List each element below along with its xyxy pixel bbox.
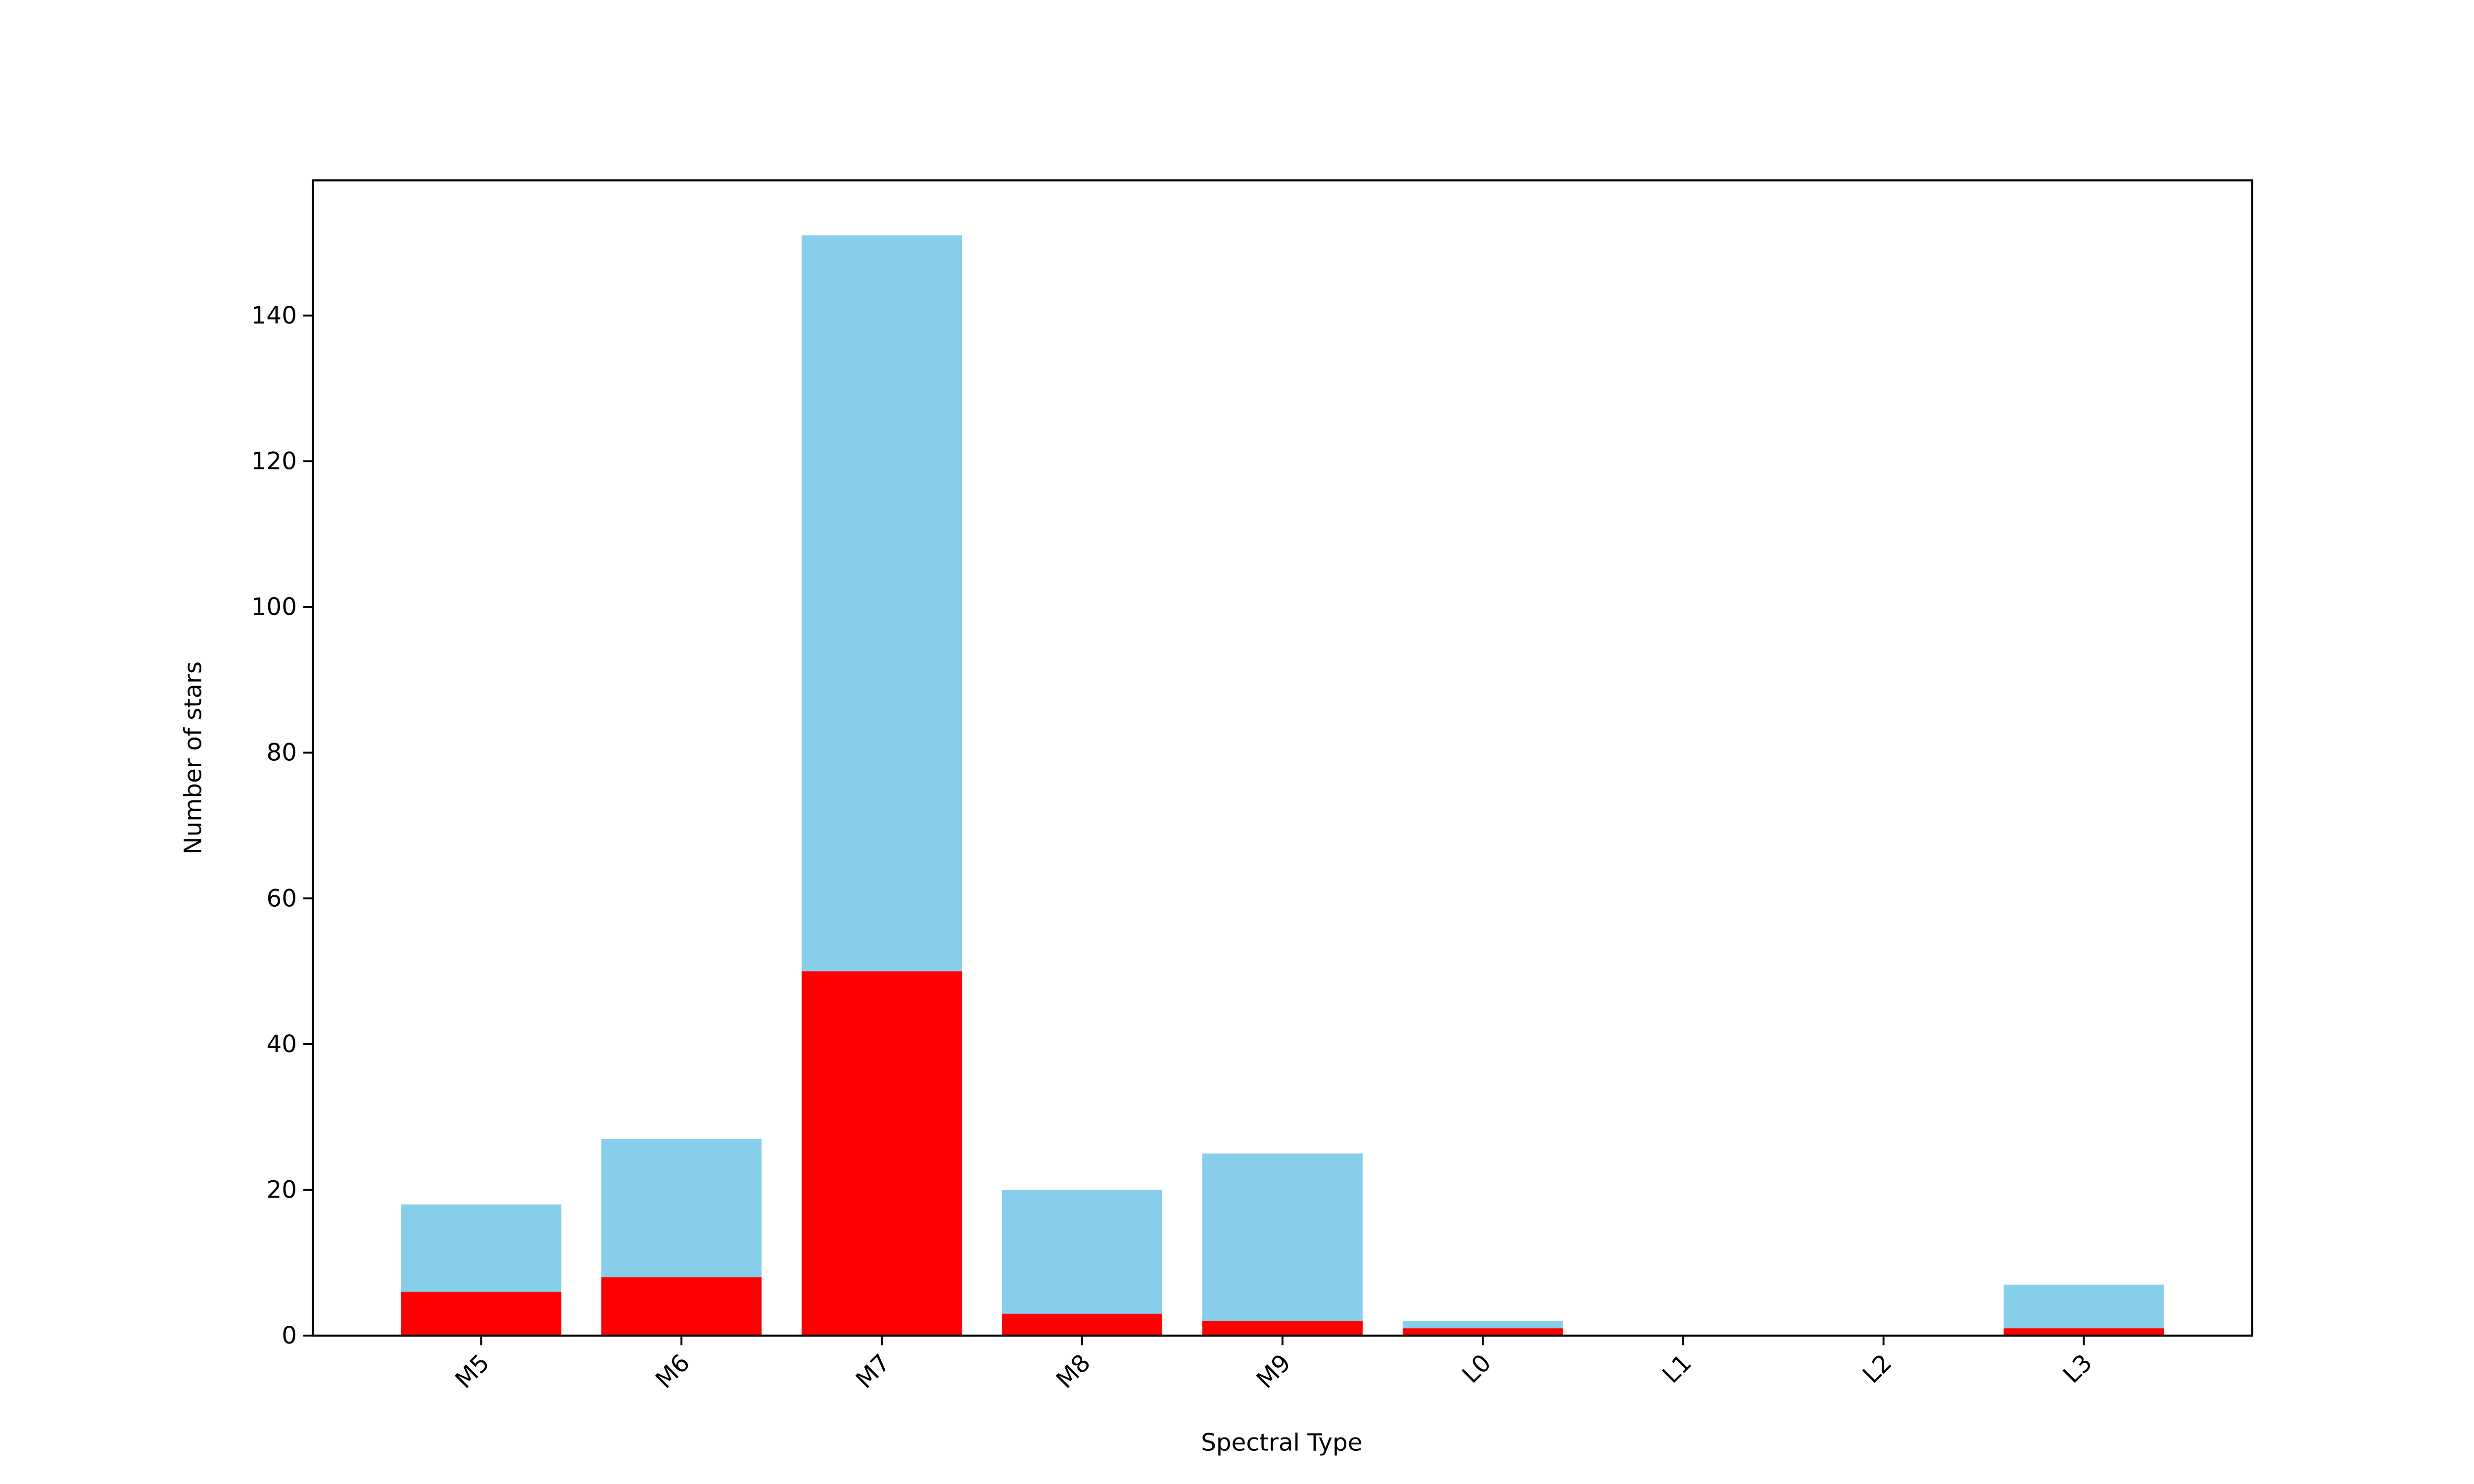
y-tick-label: 80	[266, 739, 297, 767]
x-axis-label: Spectral Type	[1201, 1429, 1362, 1456]
y-tick-label: 40	[266, 1030, 297, 1058]
y-tick-label: 20	[266, 1176, 297, 1204]
y-tick-label: 100	[251, 593, 297, 621]
bar	[2003, 1284, 2164, 1336]
y-axis-label: Number of stars	[179, 661, 207, 855]
bar	[401, 1292, 562, 1336]
bar	[802, 971, 962, 1336]
bar	[1402, 1328, 1563, 1336]
bar	[1002, 1313, 1163, 1336]
bar	[1002, 1190, 1163, 1336]
bar	[1202, 1153, 1363, 1336]
y-tick-label: 0	[282, 1322, 297, 1349]
bar	[2003, 1328, 2164, 1336]
y-tick-label: 120	[251, 447, 297, 475]
bar	[601, 1277, 762, 1336]
y-tick-label: 140	[251, 302, 297, 329]
bar	[1202, 1321, 1363, 1336]
y-tick-label: 60	[266, 884, 297, 912]
